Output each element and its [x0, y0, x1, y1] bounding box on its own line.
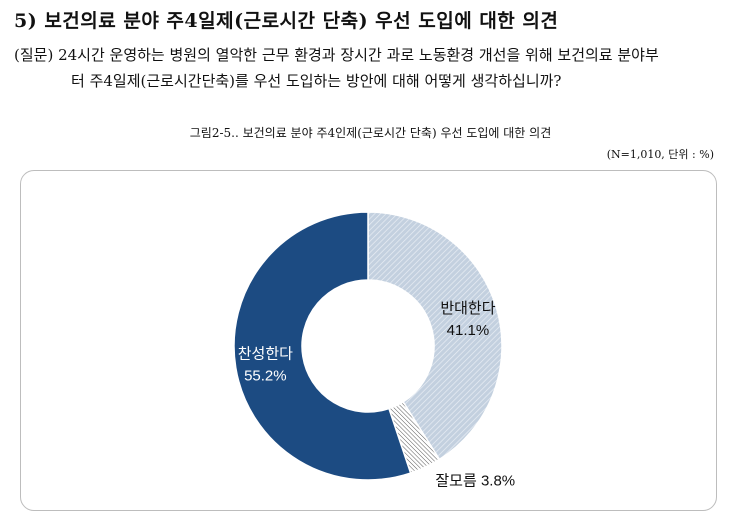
slice-label-3: 찬성한다: [238, 346, 293, 363]
slice-value-3: 55.2%: [244, 368, 287, 385]
survey-question: (질문) 24시간 운영하는 병원의 열악한 근무 환경과 장시간 과로 노동환…: [14, 42, 726, 94]
slice-value-1: 41.1%: [447, 322, 490, 339]
slice-label-2: 잘모름 3.8%: [435, 473, 515, 490]
section-title: 5) 보건의료 분야 주4일제(근로시간 단축) 우선 도입에 대한 의견: [14, 10, 559, 32]
figure-note: (N=1,010, 단위 : %): [606, 148, 714, 161]
slice-label-1: 반대한다: [440, 300, 495, 317]
question-line-2: 터 주4일제(근로시간단축)를 우선 도입하는 방안에 대해 어떻게 생각하십니…: [71, 72, 562, 90]
donut-chart: 반대한다 41.1% 잘모름 3.8% 찬성한다 55.2%: [233, 211, 515, 490]
donut-slice-1: [367, 211, 503, 461]
chart-frame: 반대한다 41.1% 잘모름 3.8% 찬성한다 55.2%: [20, 170, 717, 511]
donut-slice-3: [233, 211, 412, 481]
figure-caption: 그림2-5.. 보건의료 분야 주4인제(근로시간 단축) 우선 도입에 대한 …: [189, 126, 552, 140]
question-line-1: (질문) 24시간 운영하는 병원의 열악한 근무 환경과 장시간 과로 노동환…: [14, 46, 659, 64]
